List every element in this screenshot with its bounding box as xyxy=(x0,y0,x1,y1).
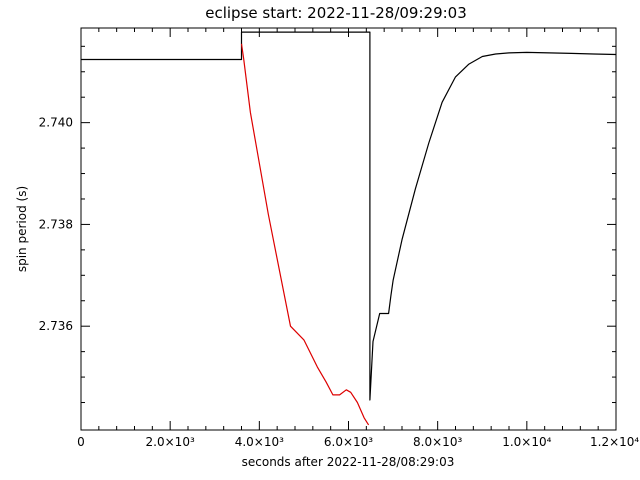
x-tick-label: 4.0×10³ xyxy=(235,435,284,449)
y-tick-label: 2.738 xyxy=(39,217,73,231)
y-tick-label: 2.736 xyxy=(39,319,73,333)
x-tick-label: 0 xyxy=(77,435,85,449)
series-0-line xyxy=(81,31,617,401)
x-tick-label: 6.0×10³ xyxy=(324,435,373,449)
x-tick-label: 1.0×10⁴ xyxy=(502,435,551,449)
ticks-layer: 0 2.0×10³ 4.0×10³ 6.0×10³ 8.0×10³ 1.0×10⁴ 1.2×… xyxy=(39,28,639,449)
series-layer xyxy=(81,31,617,426)
x-tick-label: 8.0×10³ xyxy=(413,435,462,449)
chart-title: eclipse start: 2022-11-28/09:29:03 xyxy=(205,4,467,22)
y-axis-label: spin period (s) xyxy=(15,186,29,272)
x-tick-label: 1.2×10⁴ xyxy=(590,435,639,449)
x-axis-label: seconds after 2022-11-28/08:29:03 xyxy=(242,455,455,469)
x-tick-label: 2.0×10³ xyxy=(146,435,195,449)
series-1-line xyxy=(240,43,370,426)
y-tick-label: 2.740 xyxy=(39,116,73,130)
plot-frame xyxy=(80,27,617,431)
